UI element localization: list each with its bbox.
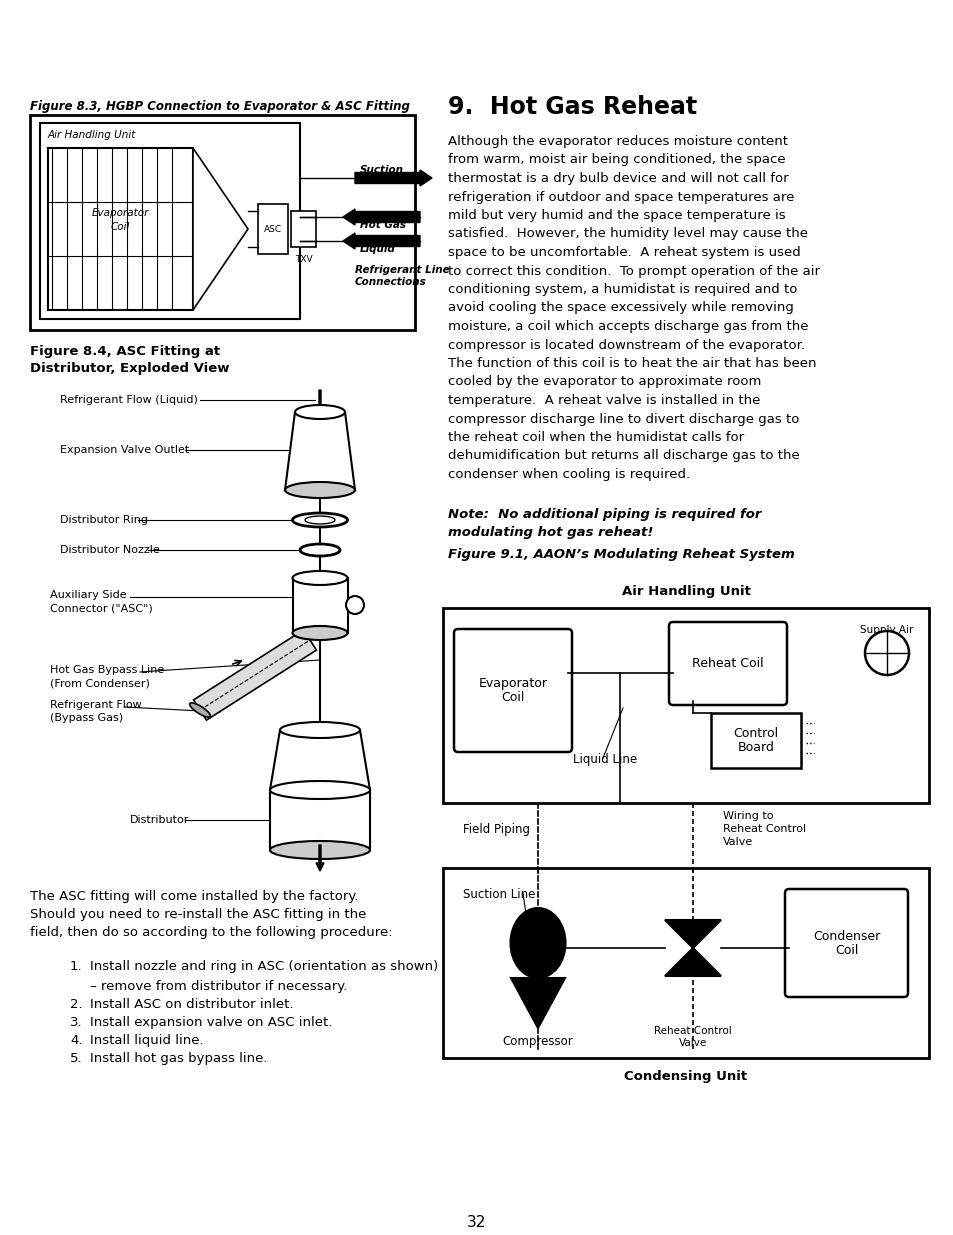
- Text: Distributor, Exploded View: Distributor, Exploded View: [30, 362, 230, 375]
- Ellipse shape: [293, 513, 347, 527]
- Text: Condensing Unit: Condensing Unit: [624, 1070, 747, 1083]
- Text: Control: Control: [733, 727, 778, 740]
- Text: Figure 8.4, ASC Fitting at: Figure 8.4, ASC Fitting at: [30, 345, 220, 358]
- Text: 1.: 1.: [70, 960, 83, 973]
- FancyArrow shape: [343, 233, 419, 249]
- Text: – remove from distributor if necessary.: – remove from distributor if necessary.: [90, 981, 347, 993]
- Text: Refrigerant Flow
(Bypass Gas): Refrigerant Flow (Bypass Gas): [50, 700, 142, 724]
- Text: Suction: Suction: [359, 165, 403, 175]
- Text: The ASC fitting will come installed by the factory.
Should you need to re-instal: The ASC fitting will come installed by t…: [30, 890, 393, 939]
- Text: Distributor: Distributor: [130, 815, 190, 825]
- Text: 4.: 4.: [70, 1034, 82, 1047]
- Ellipse shape: [293, 626, 347, 640]
- Ellipse shape: [299, 543, 339, 556]
- Text: Hot Gas Bypass Line
(From Condenser): Hot Gas Bypass Line (From Condenser): [50, 664, 164, 688]
- Ellipse shape: [270, 841, 370, 860]
- Polygon shape: [285, 412, 355, 490]
- Text: Refrigerant Flow (Liquid): Refrigerant Flow (Liquid): [60, 395, 197, 405]
- Text: Compressor: Compressor: [502, 1035, 573, 1049]
- Text: Refrigerant Line
Connections: Refrigerant Line Connections: [355, 266, 449, 287]
- Bar: [293, 578, 348, 634]
- FancyBboxPatch shape: [784, 889, 907, 997]
- Text: Supply Air
Sensor: Supply Air Sensor: [860, 625, 913, 647]
- FancyArrow shape: [355, 170, 432, 186]
- Text: Liquid: Liquid: [359, 245, 395, 254]
- Text: Although the evaporator reduces moisture content
from warm, moist air being cond: Although the evaporator reduces moisture…: [448, 135, 820, 480]
- Text: Board: Board: [737, 741, 774, 755]
- Text: Hot Gas: Hot Gas: [359, 220, 406, 230]
- Ellipse shape: [305, 516, 335, 524]
- Ellipse shape: [285, 482, 355, 498]
- Text: Wiring to
Reheat Control
Valve: Wiring to Reheat Control Valve: [722, 811, 805, 847]
- Text: 9.  Hot Gas Reheat: 9. Hot Gas Reheat: [448, 95, 697, 119]
- Text: Distributor Nozzle: Distributor Nozzle: [60, 545, 159, 555]
- Bar: [710, 713, 801, 768]
- Polygon shape: [193, 148, 248, 310]
- Text: Expansion Valve Outlet: Expansion Valve Outlet: [60, 445, 189, 454]
- Ellipse shape: [270, 781, 370, 799]
- Text: Distributor Ring: Distributor Ring: [60, 515, 148, 525]
- Text: Coil: Coil: [834, 944, 858, 956]
- Bar: [257, 204, 288, 254]
- Bar: [270, 790, 370, 850]
- Text: 2.: 2.: [70, 998, 83, 1011]
- Text: Reheat Control
Valve: Reheat Control Valve: [654, 1025, 731, 1049]
- Text: 3.: 3.: [70, 1016, 83, 1029]
- Text: Install expansion valve on ASC inlet.: Install expansion valve on ASC inlet.: [90, 1016, 332, 1029]
- Text: Auxiliary Side
Connector ("ASC"): Auxiliary Side Connector ("ASC"): [50, 590, 152, 614]
- Text: Air Handling Unit: Air Handling Unit: [48, 130, 136, 140]
- Text: Note:  No additional piping is required for: Note: No additional piping is required f…: [448, 508, 760, 521]
- Circle shape: [864, 631, 908, 676]
- Polygon shape: [664, 948, 720, 976]
- Circle shape: [346, 597, 364, 614]
- Text: Install hot gas bypass line.: Install hot gas bypass line.: [90, 1052, 267, 1065]
- Text: Reheat Coil: Reheat Coil: [692, 657, 763, 671]
- FancyBboxPatch shape: [668, 622, 786, 705]
- Text: TXV: TXV: [294, 254, 312, 264]
- Polygon shape: [270, 730, 370, 790]
- FancyArrow shape: [343, 209, 419, 225]
- Text: Install ASC on distributor inlet.: Install ASC on distributor inlet.: [90, 998, 294, 1011]
- FancyArrow shape: [315, 390, 324, 416]
- Text: Field Piping: Field Piping: [462, 823, 530, 836]
- Polygon shape: [511, 978, 564, 1028]
- Text: modulating hot gas reheat!: modulating hot gas reheat!: [448, 526, 653, 538]
- Text: Evaporator
Coil: Evaporator Coil: [91, 207, 149, 232]
- Text: Install liquid line.: Install liquid line.: [90, 1034, 203, 1047]
- Text: 5.: 5.: [70, 1052, 83, 1065]
- Text: Figure 9.1, AAON’s Modulating Reheat System: Figure 9.1, AAON’s Modulating Reheat Sys…: [448, 548, 794, 561]
- Text: Coil: Coil: [500, 692, 524, 704]
- Text: 32: 32: [467, 1215, 486, 1230]
- Text: ASC: ASC: [264, 225, 282, 233]
- Text: Evaporator: Evaporator: [478, 677, 547, 690]
- Text: Suction Line: Suction Line: [462, 888, 535, 902]
- Bar: [291, 211, 315, 247]
- Bar: [442, 868, 928, 1058]
- Text: Condenser: Condenser: [812, 930, 880, 942]
- Ellipse shape: [294, 405, 345, 419]
- Ellipse shape: [293, 571, 347, 585]
- Polygon shape: [664, 920, 720, 948]
- Bar: [442, 608, 928, 803]
- Text: Install nozzle and ring in ASC (orientation as shown): Install nozzle and ring in ASC (orientat…: [90, 960, 437, 973]
- FancyBboxPatch shape: [454, 629, 572, 752]
- FancyArrow shape: [315, 845, 324, 871]
- Ellipse shape: [510, 908, 565, 978]
- Bar: [48, 148, 193, 310]
- Ellipse shape: [190, 703, 210, 718]
- Polygon shape: [193, 630, 316, 720]
- Text: Liquid Line: Liquid Line: [573, 753, 637, 766]
- Text: Air Handling Unit: Air Handling Unit: [621, 585, 750, 598]
- Bar: [40, 124, 299, 319]
- Bar: [30, 115, 415, 330]
- Ellipse shape: [280, 722, 359, 739]
- Text: Figure 8.3, HGBP Connection to Evaporator & ASC Fitting: Figure 8.3, HGBP Connection to Evaporato…: [30, 100, 410, 112]
